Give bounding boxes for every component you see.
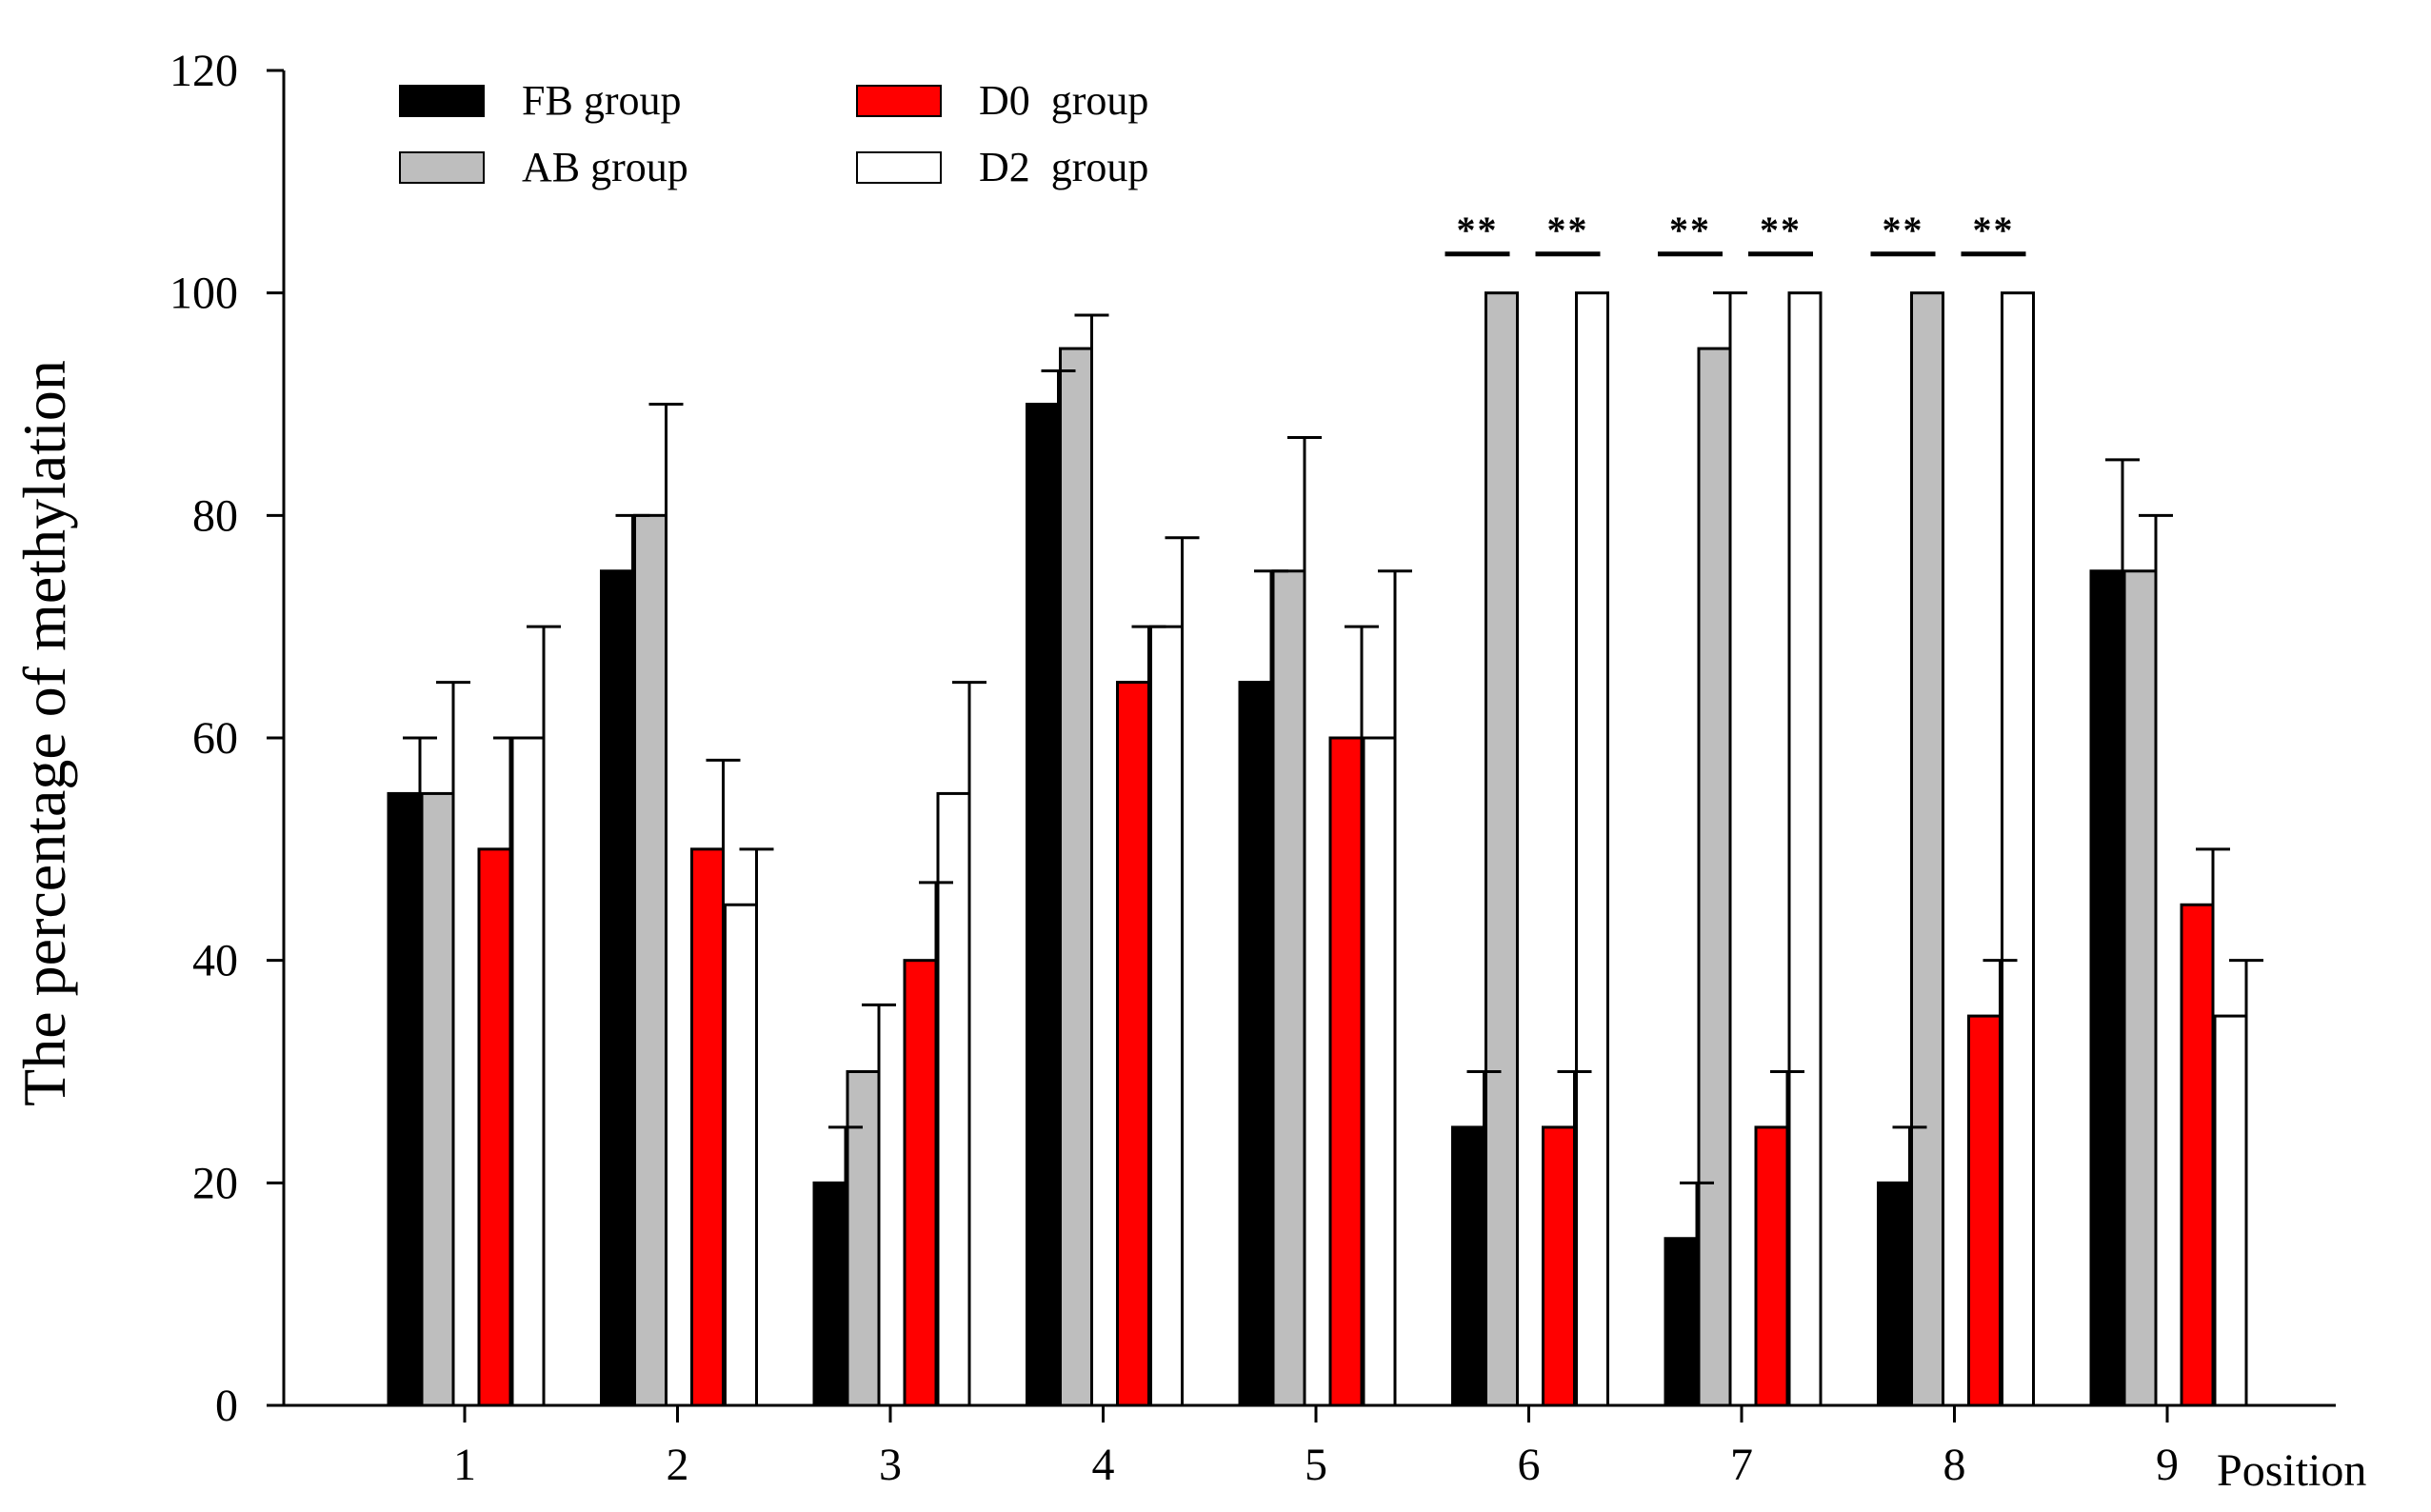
significance-label: ** (1547, 209, 1589, 251)
x-tick-label: 2 (667, 1440, 689, 1490)
x-tick-label: 8 (1943, 1440, 1966, 1490)
bar-d0-group-pos-5 (1328, 736, 1364, 1407)
bar-fb-group-pos-4 (1026, 403, 1060, 1407)
error-bars (403, 291, 2263, 1239)
x-tick-label: 9 (2156, 1440, 2179, 1490)
legend-swatch-d2-group (856, 151, 942, 184)
bar-fb-group-pos-7 (1664, 1237, 1699, 1407)
bar-fb-group-pos-3 (812, 1181, 847, 1407)
y-tick-label: 60 (192, 713, 238, 764)
axes: 0 20 40 60 80 100 120 1 2 3 4 5 6 7 8 9 (169, 46, 2336, 1490)
bar-d2-group-pos-5 (1362, 736, 1397, 1407)
significance-markers: ** ** ** ** ** ** (1445, 209, 2026, 257)
bars (387, 291, 2248, 1407)
significance-label: ** (1669, 209, 1711, 251)
legend-label: D2 group (979, 144, 1148, 190)
bar-ab-group-pos-5 (1271, 569, 1306, 1407)
y-tick-label: 120 (169, 46, 238, 96)
bar-d2-group-pos-9 (2213, 1014, 2248, 1407)
bar-ab-group-pos-1 (420, 791, 455, 1407)
significance-label: ** (1973, 209, 2015, 251)
legend-swatch-ab-group (399, 151, 485, 184)
x-tick-label: 3 (879, 1440, 902, 1490)
bar-d2-group-pos-4 (1149, 625, 1184, 1407)
bar-fb-group-pos-6 (1451, 1125, 1485, 1407)
legend: FB group AB group D0 group D2 group (399, 77, 1148, 190)
legend-label: AB group (522, 144, 688, 190)
bar-fb-group-pos-5 (1238, 681, 1273, 1407)
bar-d0-group-pos-7 (1754, 1125, 1789, 1407)
bar-d0-group-pos-1 (477, 847, 512, 1407)
bar-ab-group-pos-2 (633, 513, 668, 1407)
bar-ab-group-pos-9 (2122, 569, 2158, 1407)
bar-ab-group-pos-6 (1485, 291, 1519, 1407)
y-tick-label: 100 (169, 269, 238, 319)
bar-fb-group-pos-2 (600, 569, 634, 1407)
x-tick-label: 5 (1305, 1440, 1327, 1490)
significance-label: ** (1457, 209, 1499, 251)
legend-label: D0 group (979, 77, 1148, 124)
significance-label: ** (1883, 209, 1924, 251)
y-tick-label: 40 (192, 936, 238, 986)
x-tick-label: 1 (453, 1440, 476, 1490)
bar-d0-group-pos-6 (1542, 1125, 1576, 1407)
bar-d2-group-pos-1 (510, 736, 546, 1407)
bar-d0-group-pos-4 (1116, 681, 1150, 1407)
legend-label: FB group (522, 77, 681, 124)
bar-ab-group-pos-3 (846, 1070, 881, 1407)
legend-swatch-fb-group (399, 85, 485, 117)
bar-fb-group-pos-1 (387, 791, 422, 1407)
bar-ab-group-pos-8 (1910, 291, 1944, 1407)
legend-swatch-d0-group (856, 85, 942, 117)
bar-d2-group-pos-6 (1575, 291, 1609, 1407)
significance-label: ** (1760, 209, 1802, 251)
bar-d2-group-pos-7 (1787, 291, 1823, 1407)
x-tick-label: 6 (1518, 1440, 1541, 1490)
x-axis-label: Position (2217, 1445, 2366, 1496)
y-tick-label: 0 (215, 1381, 238, 1431)
bar-d0-group-pos-8 (1967, 1014, 2002, 1407)
bar-d0-group-pos-2 (690, 847, 725, 1407)
bar-ab-group-pos-7 (1697, 347, 1732, 1407)
bar-d2-group-pos-8 (2001, 291, 2035, 1407)
bar-fb-group-pos-9 (2089, 569, 2124, 1407)
x-tick-label: 7 (1730, 1440, 1753, 1490)
bar-d2-group-pos-3 (936, 791, 971, 1407)
bar-d0-group-pos-3 (903, 959, 938, 1407)
bar-d2-group-pos-2 (724, 903, 758, 1407)
bar-d0-group-pos-9 (2180, 903, 2215, 1407)
y-axis-label: The percentage of methylation (10, 360, 78, 1106)
bar-fb-group-pos-8 (1877, 1181, 1911, 1407)
y-tick-label: 80 (192, 490, 238, 541)
y-tick-label: 20 (192, 1158, 238, 1208)
bar-ab-group-pos-4 (1059, 347, 1093, 1407)
x-tick-label: 4 (1092, 1440, 1115, 1490)
